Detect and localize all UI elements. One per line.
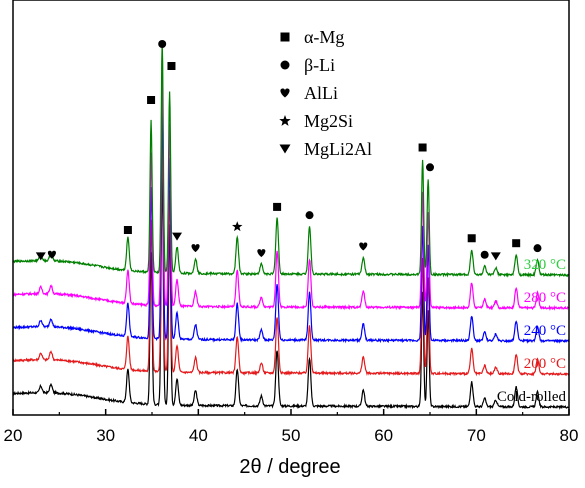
marker-square bbox=[512, 239, 521, 248]
marker-triangle-down bbox=[35, 252, 46, 261]
series-line bbox=[13, 41, 569, 279]
series-line bbox=[13, 140, 569, 377]
x-tick-label: 40 bbox=[189, 426, 208, 445]
series-label: 240 °C bbox=[524, 323, 566, 339]
marker-star bbox=[279, 115, 291, 126]
plot-frame bbox=[12, 0, 570, 416]
marker-circle bbox=[480, 250, 489, 259]
series-traces bbox=[13, 41, 569, 411]
series-label: Cold-rolled bbox=[497, 389, 567, 405]
x-tick-label: 30 bbox=[96, 426, 115, 445]
x-axis-label: 2θ / degree bbox=[239, 456, 340, 478]
marker-triangle-down bbox=[279, 144, 291, 154]
series-label: 280 °C bbox=[524, 290, 566, 306]
marker-circle bbox=[305, 211, 314, 220]
series-line bbox=[13, 75, 569, 312]
series-labels: Cold-rolled 200 °C 240 °C 280 °C 320 °C bbox=[497, 257, 567, 405]
marker-square bbox=[467, 234, 476, 243]
marker-star bbox=[232, 221, 243, 232]
legend-label: MgLi2Al bbox=[304, 139, 372, 159]
marker-circle bbox=[280, 60, 290, 70]
marker-triangle-down bbox=[490, 252, 501, 261]
marker-heart bbox=[359, 242, 368, 251]
phase-markers bbox=[35, 40, 542, 261]
marker-heart bbox=[280, 88, 290, 98]
x-tick-label: 20 bbox=[4, 426, 23, 445]
legend-label: β-Li bbox=[304, 55, 335, 75]
series-line bbox=[13, 107, 569, 344]
legend: α-Mg β-Li AlLi Mg2Si MgLi2Al bbox=[279, 27, 372, 159]
x-tick-label: 80 bbox=[560, 426, 579, 445]
marker-square bbox=[167, 62, 176, 70]
legend-label: AlLi bbox=[304, 83, 338, 103]
marker-circle bbox=[426, 163, 434, 172]
marker-square bbox=[418, 143, 427, 152]
marker-square bbox=[147, 96, 156, 104]
series-line bbox=[13, 172, 569, 411]
x-tick-label: 70 bbox=[467, 426, 486, 445]
marker-circle bbox=[158, 40, 167, 48]
legend-label: α-Mg bbox=[304, 27, 344, 47]
series-label: 200 °C bbox=[524, 356, 566, 372]
series-label: 320 °C bbox=[524, 257, 566, 273]
x-tick-label: 50 bbox=[282, 426, 301, 445]
marker-heart bbox=[47, 250, 56, 259]
legend-label: Mg2Si bbox=[304, 111, 353, 131]
marker-triangle-down bbox=[172, 232, 183, 241]
marker-heart bbox=[191, 244, 200, 253]
marker-heart bbox=[257, 249, 266, 258]
marker-square bbox=[273, 202, 282, 211]
marker-circle bbox=[533, 244, 542, 253]
marker-square bbox=[280, 32, 290, 42]
x-axis: 20 30 40 50 60 70 80 bbox=[4, 409, 579, 445]
marker-square bbox=[123, 226, 132, 234]
x-tick-label: 60 bbox=[374, 426, 393, 445]
